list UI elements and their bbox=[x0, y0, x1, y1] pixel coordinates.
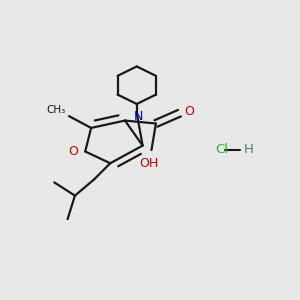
Text: CH₃: CH₃ bbox=[47, 105, 66, 115]
Text: OH: OH bbox=[139, 158, 158, 170]
Text: H: H bbox=[244, 143, 254, 157]
Text: N: N bbox=[134, 110, 143, 123]
Text: Cl: Cl bbox=[215, 143, 228, 157]
Text: O: O bbox=[68, 145, 78, 158]
Text: O: O bbox=[184, 105, 194, 118]
